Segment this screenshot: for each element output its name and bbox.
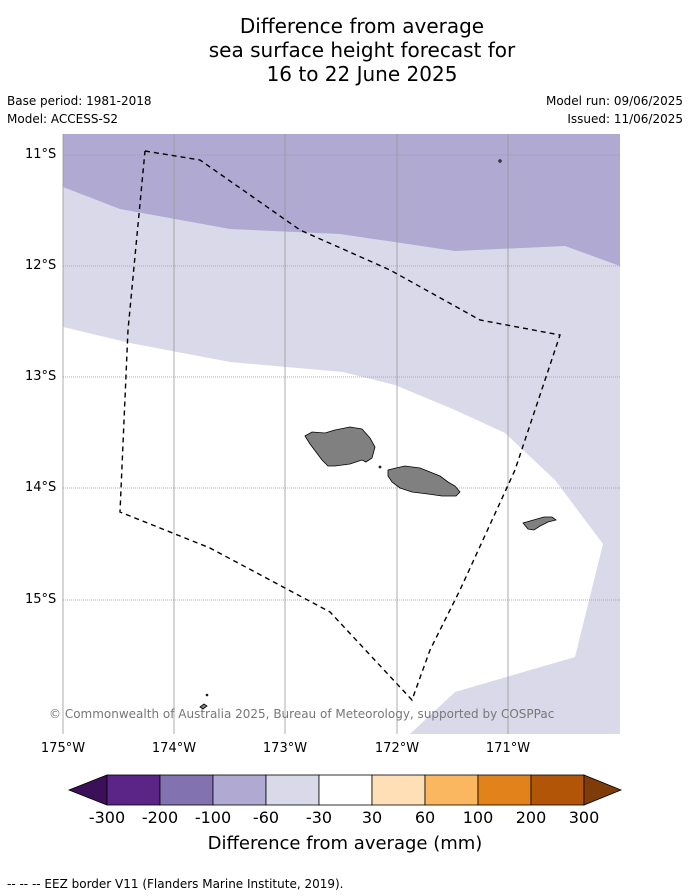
colorbar-tick: -200	[141, 808, 179, 827]
colorbar-bin-9	[530, 774, 585, 806]
colorbar-tick: -100	[194, 808, 232, 827]
model-name: Model: ACCESS-S2	[7, 112, 119, 126]
base-period: Base period: 1981-2018	[7, 94, 152, 108]
small-islet-mid	[378, 465, 382, 469]
eez-legend-note: -- -- -- EEZ border V11 (Flanders Marine…	[7, 877, 344, 891]
grid-lines	[62, 134, 620, 734]
colorbar-bin-8	[477, 774, 532, 806]
colorbar-tick: -60	[252, 808, 280, 827]
colorbar-bin-6	[371, 774, 426, 806]
lat-label-11s: 11°S	[25, 147, 57, 162]
anomaly-region-dark	[63, 134, 620, 266]
colorbar-extend-low	[67, 774, 108, 806]
colorbar-tick: 100	[462, 808, 494, 827]
lat-label-13s: 13°S	[25, 369, 57, 384]
lon-label-171w: 171°W	[485, 741, 531, 756]
lon-label-173w: 173°W	[262, 741, 308, 756]
eez-border	[119, 150, 561, 702]
issued-date: Issued: 11/06/2025	[567, 112, 683, 126]
small-islet-north	[498, 159, 502, 163]
lon-label-172w: 172°W	[374, 741, 420, 756]
colorbar-bin-3	[212, 774, 267, 806]
colorbar-bin-4	[265, 774, 320, 806]
model-run: Model run: 09/06/2025	[545, 94, 683, 108]
colorbar	[67, 774, 623, 806]
title-line-3: 16 to 22 June 2025	[266, 62, 458, 86]
colorbar-title: Difference from average (mm)	[207, 833, 483, 854]
lon-label-175w: 175°W	[40, 741, 86, 756]
colorbar-tick: 200	[515, 808, 547, 827]
small-islet-south	[199, 703, 208, 710]
colorbar-tick: -300	[88, 808, 126, 827]
colorbar-bin-2	[159, 774, 214, 806]
colorbar-tick: -30	[305, 808, 333, 827]
colorbar-bin-1	[106, 774, 161, 806]
land-masses	[199, 159, 557, 710]
colorbar-bin-7	[424, 774, 479, 806]
colorbar-tick: 30	[361, 808, 383, 827]
lon-label-174w: 174°W	[151, 741, 197, 756]
colorbar-extend-high	[583, 774, 623, 806]
lat-label-14s: 14°S	[25, 480, 57, 495]
small-islet-south-2	[205, 693, 209, 697]
tutuila-island	[522, 516, 557, 531]
lat-label-15s: 15°S	[25, 592, 57, 607]
colorbar-bin-5	[318, 774, 373, 806]
colorbar-tick: 300	[568, 808, 600, 827]
colorbar-tick: 60	[414, 808, 436, 827]
upolu-island	[387, 465, 461, 497]
anomaly-region-light	[63, 134, 620, 734]
copyright-notice: © Commonwealth of Australia 2025, Bureau…	[49, 707, 555, 721]
savaii-island	[304, 426, 376, 467]
title-line-2: sea surface height forecast for	[208, 38, 516, 62]
title-line-1: Difference from average	[239, 14, 485, 38]
chart-title: Difference from average sea surface heig…	[0, 14, 690, 86]
lat-label-12s: 12°S	[25, 258, 57, 273]
